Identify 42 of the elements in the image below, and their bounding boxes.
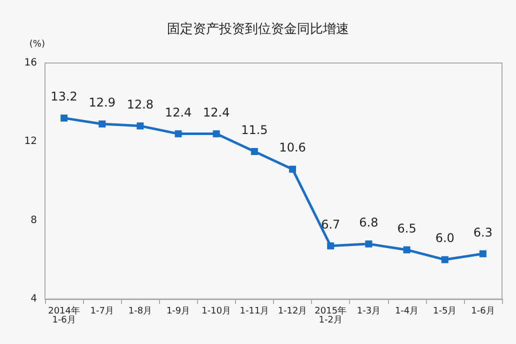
x-tick-label: 1-6月 (471, 306, 495, 316)
x-tick-label: 1-8月 (128, 306, 152, 316)
x-tick-label: 1-4月 (394, 306, 419, 316)
x-tick-label: 1-3月 (356, 306, 381, 316)
x-tick-label: 2014年 1-6月 (48, 306, 80, 326)
point (327, 242, 334, 250)
point (289, 166, 296, 173)
x-tick-label: 1-10月 (202, 306, 232, 316)
x-tick-label: 1-7月 (90, 306, 114, 316)
point (441, 256, 448, 264)
y-tick-label: 12 (24, 136, 37, 148)
point (174, 130, 182, 138)
text: 6.7 (321, 217, 340, 232)
text: 12.9 (88, 95, 116, 110)
text: 11.5 (241, 123, 268, 137)
text: 6.8 (359, 215, 378, 230)
point (479, 250, 486, 258)
point (365, 240, 372, 248)
x-tick-label: 1-11月 (240, 306, 270, 316)
text: 10.6 (279, 140, 306, 155)
point (136, 122, 144, 130)
chart-title: 固定资产投资到位资金同比增速 (167, 22, 349, 37)
y-tick-label: 16 (24, 58, 37, 68)
text: 12.8 (126, 97, 154, 112)
x-tick-label: 1-12月 (278, 306, 308, 316)
text: 6.3 (473, 225, 493, 240)
text: 12.4 (203, 105, 230, 120)
point (403, 246, 410, 254)
x-tick-label: 2015年 1-2月 (314, 306, 347, 326)
text: 6.5 (397, 221, 416, 236)
y-axis-title: (%) (29, 40, 45, 50)
text: 6.0 (435, 231, 454, 246)
x-tick-label: 1-5月 (433, 306, 457, 316)
text: 13.2 (50, 90, 78, 104)
y-tick-label: 4 (30, 294, 37, 304)
text: 12.4 (164, 105, 192, 120)
point (250, 148, 258, 155)
x-tick-label: 1-9月 (166, 306, 190, 316)
point (60, 114, 68, 122)
y-tick-label: 8 (30, 214, 37, 226)
point (98, 120, 106, 128)
point (212, 130, 220, 138)
